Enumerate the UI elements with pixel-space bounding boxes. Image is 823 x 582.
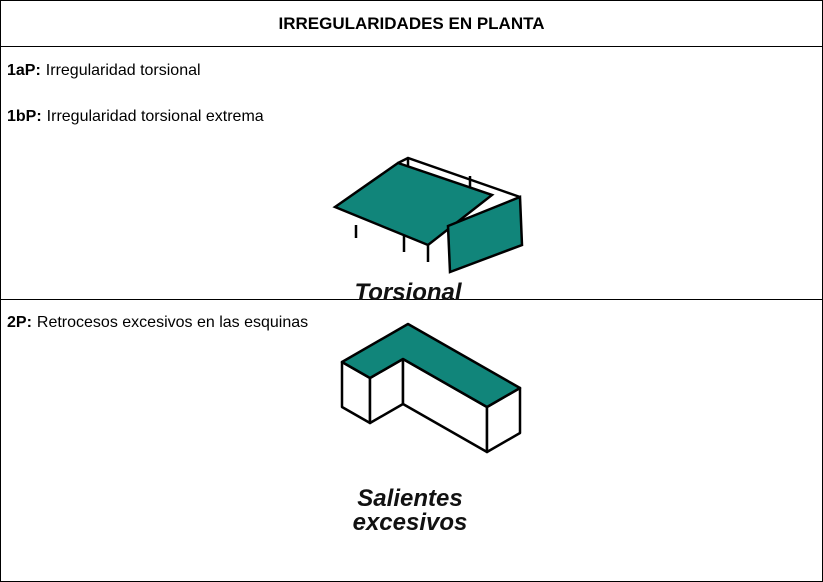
item-text: Retrocesos excesivos en las esquinas <box>36 314 309 331</box>
item: 2P: Retrocesos excesivos en las esquinas <box>7 314 308 332</box>
item-code: 1bP: <box>7 108 42 125</box>
item-text: Irregularidad torsional <box>45 62 201 79</box>
salientes-figure: Salientes excesivos <box>340 322 522 536</box>
item: 1bP: Irregularidad torsional extrema <box>7 108 264 126</box>
item: 1aP: Irregularidad torsional <box>7 62 201 80</box>
figure-caption: excesivos <box>353 509 468 536</box>
item-code: 2P: <box>7 314 32 331</box>
table-row: 1aP: Irregularidad torsional 1bP: Irregula… <box>0 46 823 300</box>
figure-caption: Salientes <box>357 485 462 512</box>
item-code: 1aP: <box>7 62 41 79</box>
item-text: Irregularidad torsional extrema <box>46 108 264 125</box>
torsional-figure: Torsional <box>332 156 524 306</box>
figure-caption: Torsional <box>354 279 462 306</box>
